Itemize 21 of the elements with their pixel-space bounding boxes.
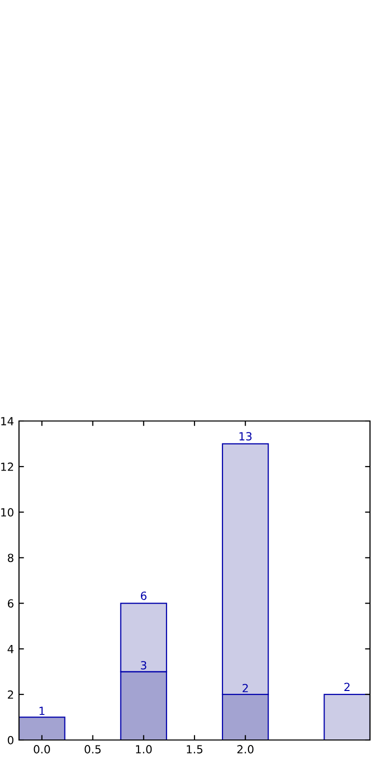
y-tick-label: 8 bbox=[8, 554, 14, 562]
x-tick-label: 1.5 bbox=[186, 745, 202, 754]
y-tick-label: 12 bbox=[1, 462, 14, 471]
y-tick-label: 0 bbox=[8, 736, 14, 744]
data-label: 1 bbox=[40, 706, 44, 715]
x-tick-label: 2.0 bbox=[237, 745, 254, 754]
y-tick-label: 2 bbox=[8, 690, 14, 699]
bar bbox=[19, 716, 66, 740]
x-tick-label: 0.5 bbox=[84, 745, 101, 754]
y-tick-label: 4 bbox=[8, 644, 14, 654]
y-tick-label: 6 bbox=[8, 599, 14, 608]
x-tick-label: 1.0 bbox=[136, 745, 152, 754]
data-label: 2 bbox=[242, 684, 248, 692]
x-tick-label: 0.0 bbox=[34, 745, 50, 754]
y-tick-label: 10 bbox=[1, 508, 14, 517]
total-label: 2 bbox=[344, 682, 350, 691]
y-tick-label: 14 bbox=[1, 417, 14, 426]
total-label: 6 bbox=[140, 592, 146, 600]
total-label: 13 bbox=[240, 432, 252, 440]
data-label: 3 bbox=[140, 661, 146, 670]
bar bbox=[324, 694, 370, 740]
